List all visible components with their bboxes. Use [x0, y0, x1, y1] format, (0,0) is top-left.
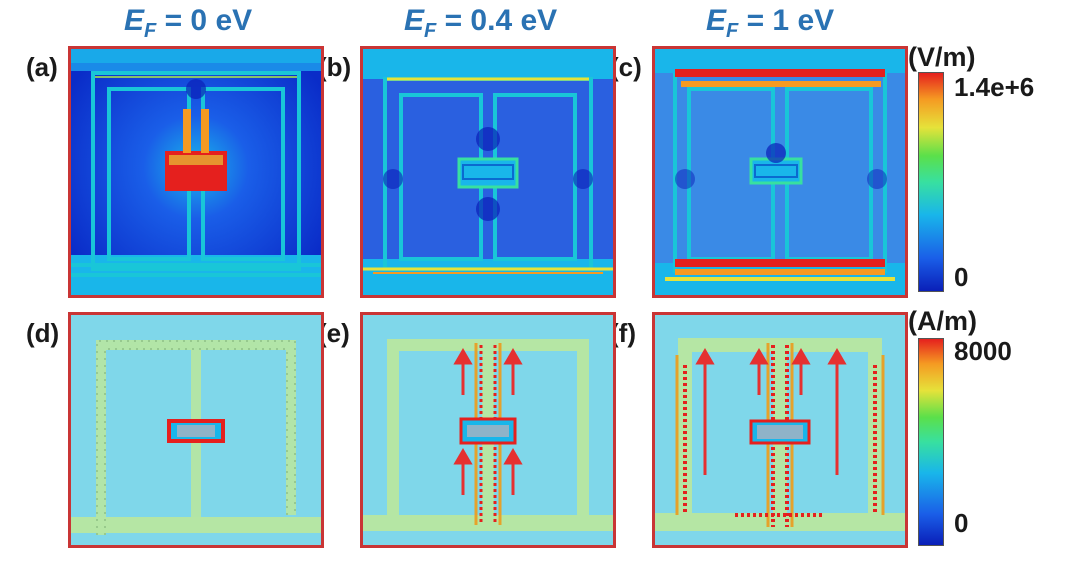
field-map-panel-c [652, 46, 908, 298]
current-map-panel-e [360, 312, 616, 548]
column-title-ef-0: EF = 0 eV [124, 4, 253, 42]
colorbar-bottom [918, 338, 944, 546]
colorbar-top [918, 72, 944, 292]
field-map-panel-a [68, 46, 324, 298]
colorbar-bottom-unit: (A/m) [908, 306, 977, 336]
field-map-panel-b [360, 46, 616, 298]
current-map-panel-d [68, 312, 324, 548]
colorbar-top-max-label: 1.4e+6 [954, 72, 1035, 102]
column-title-ef-1: EF = 1 eV [706, 4, 835, 42]
colorbar-top-min-label: 0 [954, 262, 969, 292]
colorbar-top-unit: (V/m) [908, 42, 976, 72]
colorbar-bottom-min-label: 0 [954, 508, 969, 538]
panel-label-d: (d) [26, 318, 60, 348]
column-title-ef-0.4: EF = 0.4 eV [404, 4, 558, 42]
panel-label-a: (a) [26, 52, 58, 82]
colorbar-bottom-max-label: 8000 [954, 336, 1012, 366]
current-map-panel-f [652, 312, 908, 548]
